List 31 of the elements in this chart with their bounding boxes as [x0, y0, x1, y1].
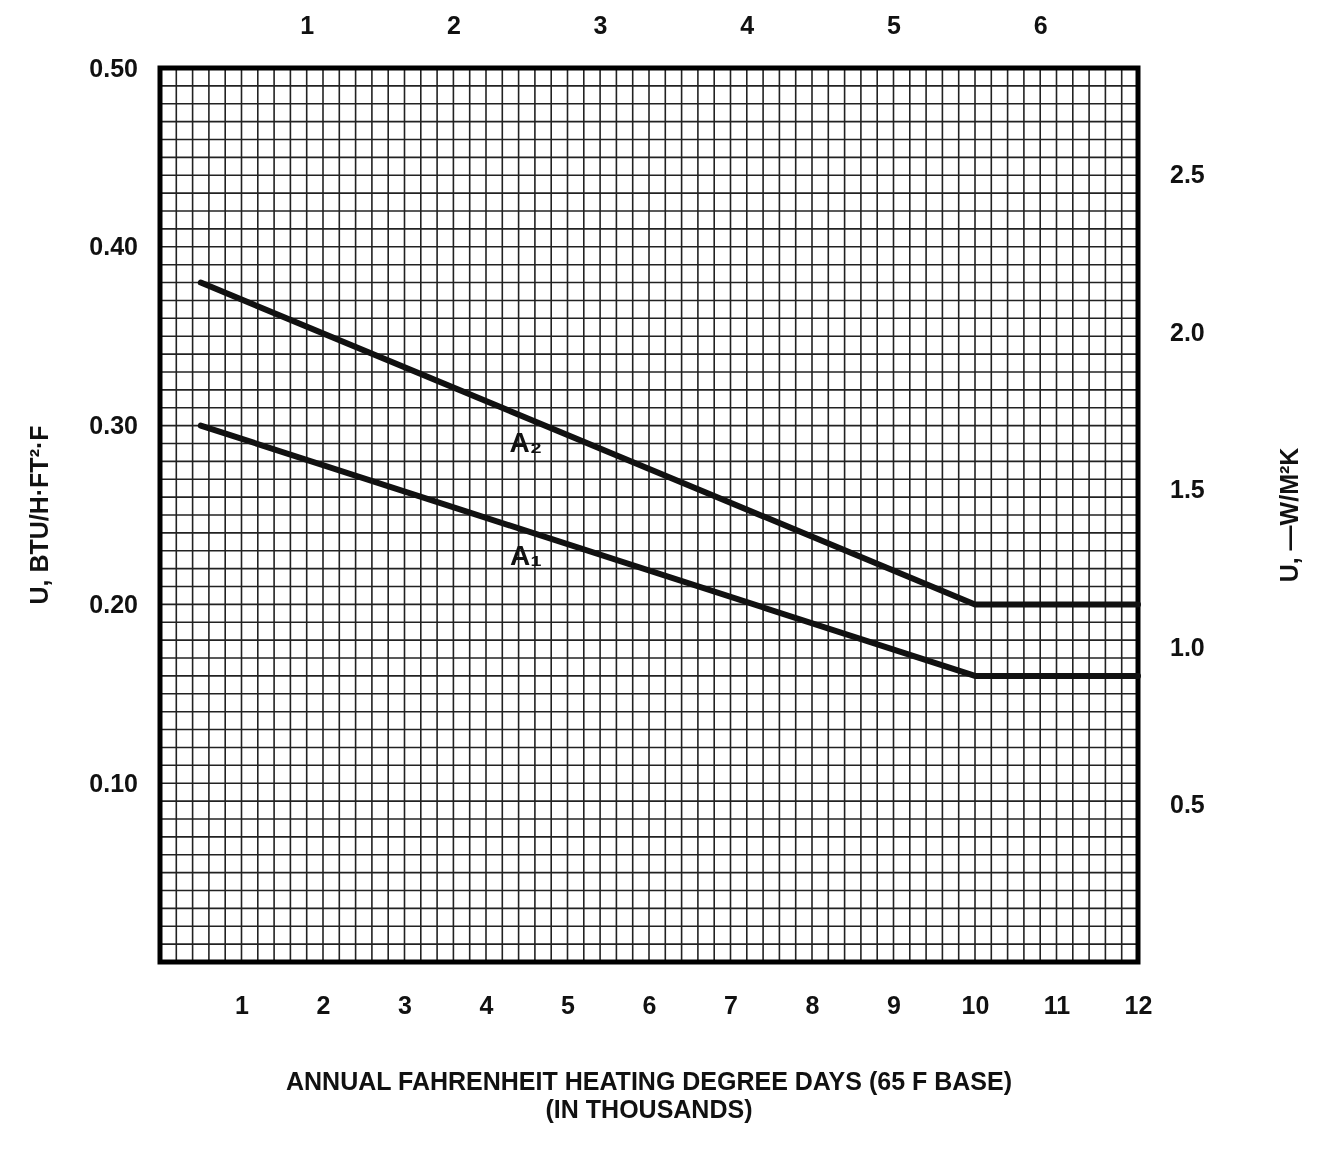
- y2-tick-label: 1.5: [1170, 475, 1205, 504]
- y-tick-label: 0.10: [89, 768, 138, 797]
- x-tick-label: 12: [1124, 990, 1153, 1019]
- x-axis-title: ANNUAL FAHRENHEIT HEATING DEGREE DAYS (65 F BASE) (IN THOUSANDS): [285, 1067, 1013, 1123]
- y-axis-title: U, BTU/H·FT²·F: [25, 425, 53, 605]
- y2-tick-label: 2.0: [1170, 317, 1205, 346]
- x2-tick-label: 4: [740, 11, 755, 39]
- x-tick-label: 2: [316, 990, 331, 1019]
- x2-tick-label: 2: [446, 11, 461, 39]
- x2-tick-label: 3: [593, 11, 608, 39]
- x-tick-label: 1: [235, 990, 250, 1019]
- x-tick-label: 11: [1043, 990, 1071, 1019]
- x-tick-label: 4: [479, 990, 494, 1019]
- y-tick-label: 0.40: [89, 232, 138, 261]
- y2-axis-title: U, —W/M²K: [1275, 447, 1303, 583]
- y-tick-label: 0.30: [89, 411, 138, 440]
- x-tick-label: 6: [642, 990, 657, 1019]
- x2-tick-label: 5: [887, 11, 902, 39]
- y-tick-label: 0.50: [89, 53, 138, 82]
- x-tick-label: 7: [724, 990, 738, 1019]
- x-tick-label: 8: [805, 990, 820, 1019]
- x-tick-label: 5: [561, 990, 576, 1019]
- y2-tick-label: 1.0: [1170, 632, 1205, 661]
- y-tick-label: 0.20: [89, 589, 138, 618]
- x-tick-label: 10: [961, 990, 990, 1019]
- y2-tick-label: 2.5: [1170, 160, 1205, 189]
- x2-tick-label: 1: [300, 11, 315, 39]
- y2-tick-label: 0.5: [1170, 790, 1205, 819]
- x-tick-label: 9: [887, 990, 901, 1019]
- x-tick-label: 3: [398, 990, 412, 1019]
- x2-tick-label: 6: [1033, 11, 1048, 39]
